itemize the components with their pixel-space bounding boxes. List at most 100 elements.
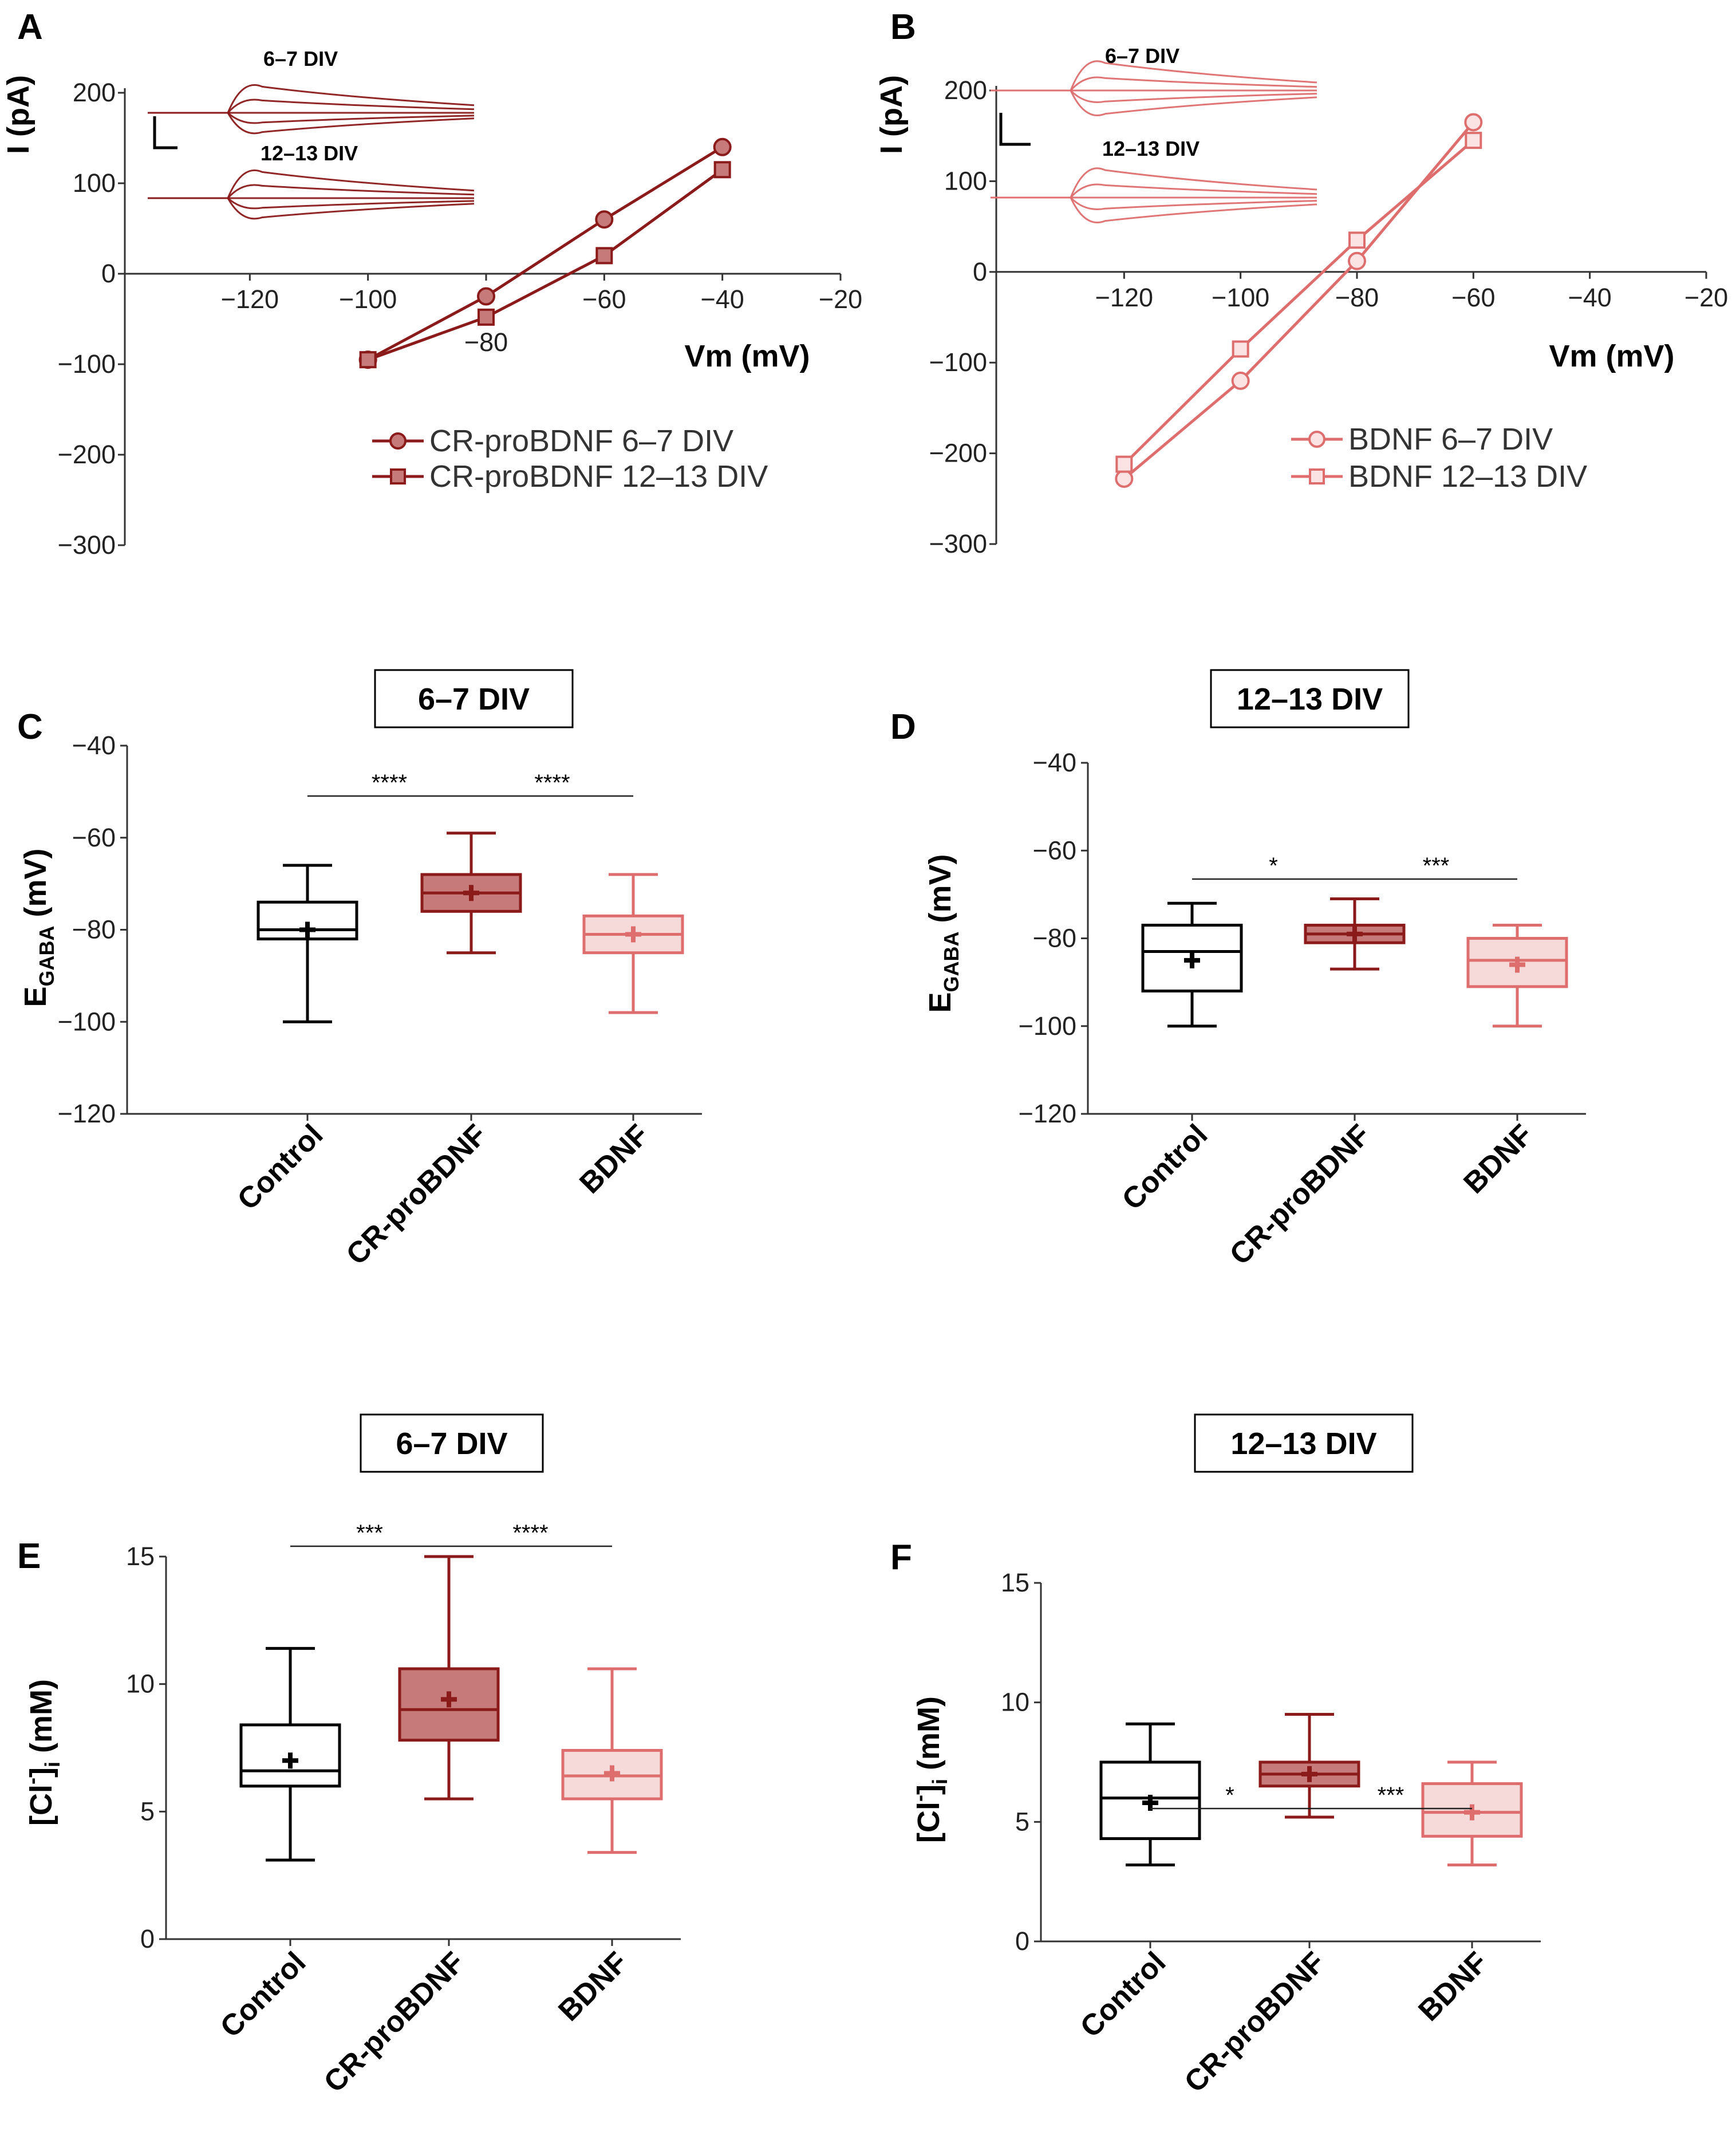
x-tick-label: −60	[1451, 283, 1495, 312]
scale-bar	[153, 116, 177, 149]
y-axis-title-part: GABA	[940, 931, 963, 992]
y-tick-label: 200	[944, 76, 987, 105]
category-label: BDNF	[1457, 1118, 1539, 1200]
mean-marker	[1464, 1804, 1480, 1821]
data-point	[595, 247, 613, 265]
significance-label: ****	[372, 770, 407, 795]
y-tick-label: 5	[1015, 1807, 1029, 1836]
data-point	[1231, 371, 1250, 390]
box-iqr	[1141, 924, 1243, 992]
x-tick-label: −80	[464, 328, 508, 357]
y-axis-title-part: GABA	[35, 925, 58, 986]
y-axis-title-part: -	[20, 1778, 44, 1784]
y-tick-label: −100	[58, 1007, 116, 1036]
mean-marker	[282, 1752, 298, 1769]
y-axis-title-part: [Cl	[24, 1784, 58, 1826]
y-axis-title-part: i	[928, 1779, 952, 1784]
inset-trace	[148, 169, 475, 199]
significance-label: *	[1269, 853, 1278, 878]
y-axis-title-part: -	[908, 1795, 931, 1802]
inset-traces-A	[148, 84, 475, 220]
y-tick-label: −100	[58, 349, 116, 379]
inset-label: 6–7 DIV	[263, 47, 338, 70]
category-label: Control	[214, 1945, 313, 2044]
y-tick-label: 0	[973, 257, 987, 286]
y-axis-title: [Cl-]i (mM)	[20, 1679, 64, 1826]
y-tick-label: 200	[73, 78, 116, 107]
legend-marker	[1309, 468, 1325, 484]
category-label: BDNF	[1412, 1945, 1494, 2027]
y-axis-title-part: E	[923, 992, 957, 1013]
category-label: CR-proBDNF	[1178, 1945, 1332, 2099]
data-point	[713, 137, 732, 156]
mean-marker	[1184, 952, 1200, 968]
x-tick-label: −100	[1212, 283, 1269, 312]
significance-label: ***	[356, 1520, 383, 1546]
y-tick-label: 100	[73, 168, 116, 198]
panel-letter-D: D	[890, 707, 916, 747]
y-axis-title-part: (mM)	[912, 1696, 946, 1779]
y-tick-label: −120	[58, 1099, 116, 1128]
x-tick-label: −40	[700, 285, 744, 314]
y-tick-label: −40	[72, 731, 116, 760]
significance-label: *	[1225, 1783, 1234, 1808]
x-axis-title-B: Vm (mV)	[1549, 339, 1674, 373]
y-tick-label: −200	[58, 440, 116, 469]
category-label: CR-proBDNF	[318, 1945, 471, 2099]
data-point	[713, 161, 731, 179]
y-axis-title-part: [Cl	[912, 1802, 946, 1843]
data-point	[359, 351, 377, 369]
category-label: CR-proBDNF	[1224, 1118, 1377, 1271]
header-box	[374, 669, 574, 728]
x-tick-label: −20	[1684, 283, 1728, 312]
panel-letter-C: C	[17, 707, 43, 747]
data-point	[1348, 231, 1366, 249]
inset-trace	[148, 184, 475, 199]
y-tick-label: −40	[1033, 748, 1076, 777]
y-axis-title-part: ]	[912, 1784, 946, 1795]
box-chart-D: D 12–13 DIV −40 −60 −80 −100 −120 EGABA (mV) Con…	[890, 669, 1586, 1271]
y-tick-label: 5	[140, 1797, 155, 1826]
panel-letter-E: E	[17, 1537, 41, 1576]
series-line-2	[367, 168, 724, 361]
data-point	[1115, 455, 1133, 473]
inset-trace	[991, 76, 1317, 92]
y-axis-title-part: E	[18, 986, 53, 1007]
inset-trace	[991, 60, 1317, 92]
y-tick-label: −80	[72, 915, 116, 944]
category-label: Control	[231, 1118, 330, 1216]
significance-label: ***	[1423, 853, 1450, 878]
category-label: Control	[1116, 1118, 1214, 1216]
mean-marker	[604, 1765, 620, 1782]
legend-marker	[1308, 431, 1325, 448]
inset-trace	[991, 167, 1317, 199]
mean-marker	[1509, 956, 1525, 973]
data-point	[595, 210, 614, 229]
inset-trace	[148, 197, 475, 220]
y-tick-label: 10	[126, 1669, 155, 1699]
inset-trace	[991, 89, 1317, 103]
y-tick-label: 0	[140, 1924, 155, 1953]
inset-label: 12–13 DIV	[1102, 137, 1200, 160]
y-tick-label: −300	[58, 530, 116, 560]
y-axis-title-part: (mM)	[24, 1679, 58, 1762]
category-label: Control	[1074, 1945, 1173, 2044]
category-label: CR-proBDNF	[340, 1118, 494, 1271]
header-label: 12–13 DIV	[1237, 682, 1383, 716]
data-point	[478, 308, 495, 326]
y-axis-title-part: (mV)	[18, 848, 53, 925]
y-tick-label: −80	[1033, 924, 1076, 953]
y-tick-label: 0	[1015, 1927, 1029, 1956]
y-tick-label: 0	[101, 259, 116, 288]
x-tick-label: −80	[1335, 283, 1379, 312]
x-tick-label: −20	[819, 285, 862, 314]
inset-label: 12–13 DIV	[261, 141, 358, 165]
y-tick-label: −60	[1033, 836, 1076, 865]
iv-chart-A: A 200 100 0 −100 −200 −300 −120 −100 −80 −60 −40 −20…	[1, 7, 862, 560]
panel-letter-B: B	[890, 7, 916, 47]
y-tick-label: 100	[944, 166, 987, 195]
data-point	[1348, 251, 1366, 270]
significance-label: ***	[1378, 1783, 1404, 1808]
inset-trace	[148, 112, 475, 135]
